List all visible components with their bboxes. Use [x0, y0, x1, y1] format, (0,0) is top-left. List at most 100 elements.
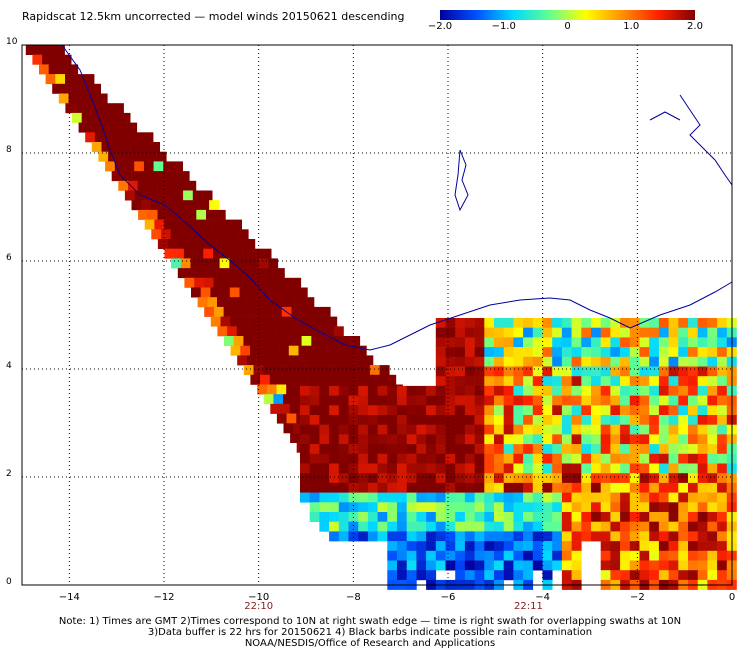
wind-cell: [717, 570, 728, 581]
wind-cell: [455, 405, 466, 416]
wind-cell: [503, 376, 514, 387]
wind-cell: [717, 453, 728, 464]
wind-cell: [190, 258, 201, 269]
wind-cell: [649, 376, 660, 387]
wind-cell: [308, 374, 319, 385]
wind-cell: [629, 356, 640, 367]
wind-cell: [81, 83, 92, 94]
wind-cell: [219, 258, 230, 269]
wind-cell: [216, 239, 227, 249]
wind-cell: [308, 345, 319, 356]
wind-cell: [591, 366, 601, 377]
wind-cell: [309, 444, 320, 455]
wind-cell: [157, 239, 168, 249]
wind-cell: [445, 502, 456, 513]
wind-cell: [272, 336, 283, 346]
wind-cell: [445, 550, 456, 561]
wind-cell: [146, 151, 157, 162]
wind-cell: [78, 122, 89, 133]
wind-cell: [279, 374, 290, 385]
wind-cell: [523, 395, 534, 406]
wind-cell: [338, 424, 349, 435]
wind-cell: [658, 434, 669, 445]
wind-cell: [552, 434, 563, 445]
wind-cell: [283, 423, 294, 434]
wind-cell: [542, 550, 553, 561]
wind-cell: [707, 512, 718, 522]
wind-cell: [223, 306, 234, 317]
wind-cell: [265, 297, 276, 308]
wind-cell: [150, 171, 161, 182]
wind-cell: [513, 560, 524, 571]
wind-cell: [289, 374, 300, 385]
wind-cell: [620, 521, 631, 532]
wind-cell: [532, 550, 543, 561]
wind-cell: [571, 492, 582, 503]
wind-cell: [503, 424, 514, 435]
wind-cell: [255, 268, 266, 279]
wind-cell: [416, 512, 427, 522]
wind-cell: [513, 405, 524, 416]
wind-cell: [658, 337, 669, 348]
wind-cell: [600, 434, 611, 445]
wind-cell: [610, 512, 621, 522]
wind-cell: [542, 502, 553, 513]
wind-cell: [236, 297, 247, 308]
wind-cell: [236, 326, 247, 337]
wind-cell: [138, 209, 149, 220]
wind-cell: [464, 444, 475, 455]
wind-cell: [658, 366, 669, 377]
wind-cell: [561, 395, 572, 406]
wind-cell: [513, 337, 524, 348]
wind-cell: [270, 403, 281, 414]
wind-cell: [610, 366, 621, 377]
wind-cell: [697, 327, 708, 338]
wind-cell: [523, 434, 534, 445]
wind-cell: [348, 502, 359, 513]
wind-cell: [542, 385, 553, 396]
wind-cell: [523, 444, 534, 455]
wind-cell: [523, 356, 534, 367]
wind-cell: [304, 326, 315, 337]
wind-cell: [397, 463, 407, 474]
wind-cell: [294, 297, 305, 308]
wind-cell: [397, 531, 407, 542]
wind-cell: [357, 374, 368, 385]
wind-cell: [620, 482, 631, 493]
wind-cell: [649, 473, 660, 484]
wind-cell: [300, 473, 310, 484]
wind-cell: [377, 453, 388, 464]
wind-cell: [610, 550, 621, 561]
wind-cell: [561, 347, 572, 358]
colorbar-tick-label: −1.0: [491, 21, 516, 32]
wind-cell: [697, 415, 708, 425]
colorbar: [440, 10, 695, 20]
wind-cell: [678, 327, 689, 338]
wind-cell: [494, 366, 504, 377]
wind-cell: [302, 365, 312, 376]
wind-cell: [337, 345, 348, 356]
wind-cell: [338, 395, 349, 406]
wind-cell: [406, 512, 417, 522]
wind-cell: [658, 415, 669, 425]
wind-cell: [276, 384, 287, 395]
wind-cell: [288, 316, 299, 327]
wind-cell: [358, 453, 369, 464]
wind-cell: [173, 219, 184, 230]
wind-cell: [620, 473, 631, 484]
wind-cell: [340, 336, 351, 346]
wind-cell: [243, 306, 253, 317]
wind-cell: [561, 521, 572, 532]
wind-cell: [620, 356, 631, 367]
wind-cell: [406, 550, 417, 561]
wind-cell: [658, 424, 669, 435]
wind-cell: [455, 560, 466, 571]
wind-cell: [311, 336, 322, 346]
wind-cell: [358, 463, 369, 474]
wind-cell: [272, 306, 283, 317]
wind-cell: [552, 376, 563, 387]
wind-cell: [503, 444, 514, 455]
wind-cell: [717, 347, 728, 358]
wind-cell: [600, 395, 611, 406]
wind-cell: [348, 434, 359, 445]
